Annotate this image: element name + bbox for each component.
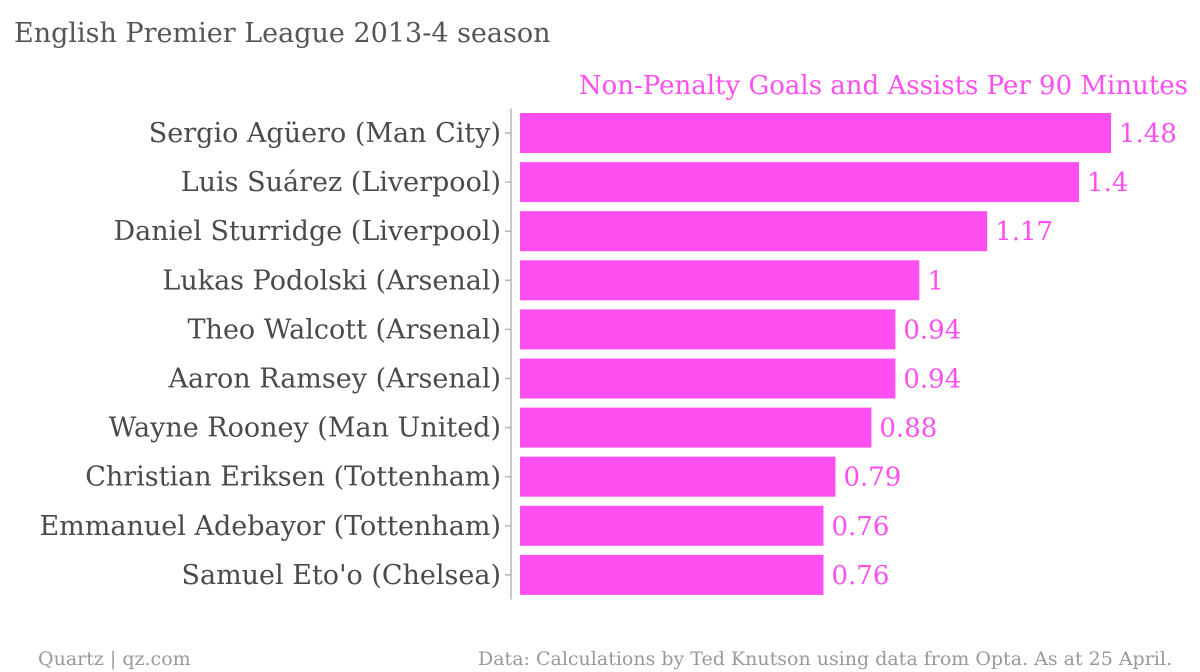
category-label: Luis Suárez (Liverpool) [181,167,501,198]
category-label: Christian Eriksen (Tottenham) [85,462,501,493]
footer-source-left: Quartz | qz.com [38,648,191,670]
data-label: 0.94 [903,315,961,345]
category-label: Wayne Rooney (Man United) [109,413,501,444]
category-label: Aaron Ramsey (Arsenal) [168,364,501,395]
data-label: 1.17 [995,217,1053,247]
bar [520,554,824,595]
data-label: 0.76 [831,512,889,542]
bar [520,505,824,546]
category-label: Daniel Sturridge (Liverpool) [114,216,501,247]
bar [520,113,1111,153]
bar [520,309,896,350]
data-label: 1.4 [1087,168,1128,198]
category-label: Sergio Agüero (Man City) [149,118,501,149]
data-label: 1.48 [1119,119,1177,149]
category-label: Lukas Podolski (Arsenal) [162,265,501,296]
data-label: 0.79 [843,463,901,493]
category-label: Emmanuel Adebayor (Tottenham) [39,511,501,542]
category-label: Samuel Eto'o (Chelsea) [181,560,501,591]
bar [520,260,920,301]
data-label: 0.94 [903,365,961,395]
data-label: 0.76 [831,561,889,591]
data-label: 0.88 [879,414,937,444]
bar [520,358,896,399]
plot-area: Sergio Agüero (Man City) 1.48 Luis Suárez … [39,108,1177,600]
chart-title: English Premier League 2013-4 season [14,18,551,49]
category-label: Theo Walcott (Arsenal) [188,314,501,345]
data-label: 1 [927,266,944,296]
bar [520,211,988,252]
series-label: Non-Penalty Goals and Assists Per 90 Min… [579,71,1188,101]
bar [520,407,872,448]
bar [520,456,836,497]
footer-source-right: Data: Calculations by Ted Knutson using … [478,648,1172,670]
bar [520,162,1080,203]
